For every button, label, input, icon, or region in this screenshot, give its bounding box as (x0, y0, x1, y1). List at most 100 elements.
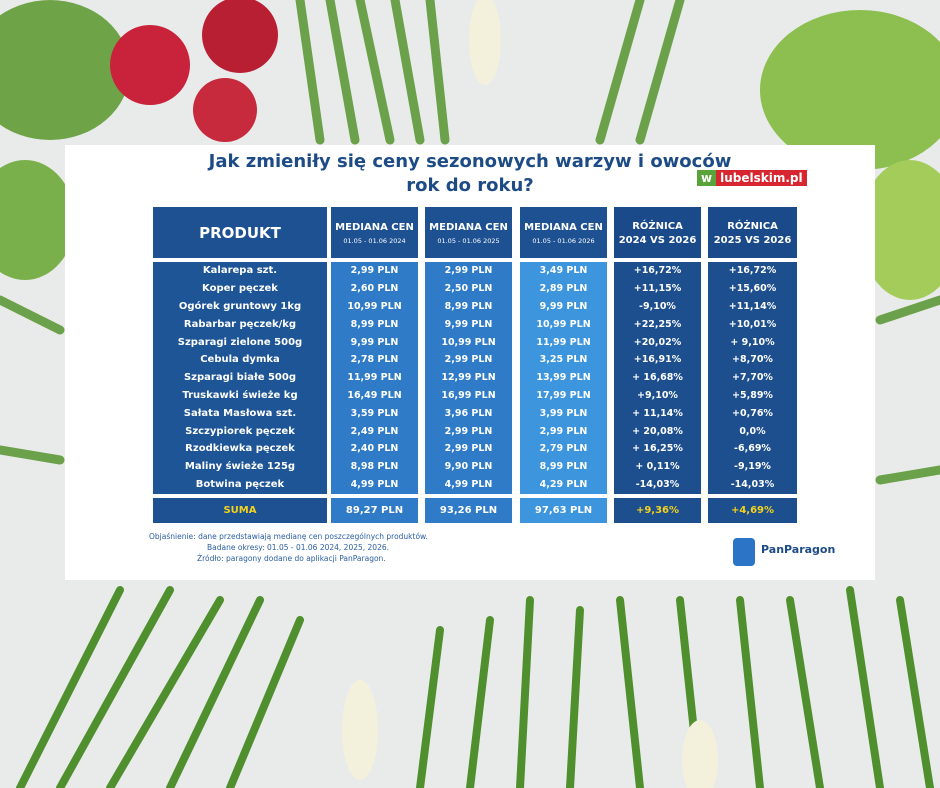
header-bg (331, 207, 418, 258)
column-header: MEDIANA CEN (524, 221, 603, 233)
product-name: Ogórek gruntowy 1kg (178, 300, 302, 312)
logo-name: lubelskim.pl (716, 170, 807, 186)
table-cell: 2,99 PLN (444, 425, 493, 437)
table-cell: 17,99 PLN (536, 389, 591, 401)
table-cell: + 16,25% (632, 443, 683, 455)
table-cell: 3,25 PLN (539, 354, 588, 366)
table-cell: + 11,14% (632, 407, 683, 419)
table-cell: +11,15% (633, 283, 682, 295)
column-header: PRODUKT (199, 223, 281, 242)
column-header: MEDIANA CEN (429, 221, 508, 233)
total-bg (331, 498, 418, 523)
table-cell: 2,99 PLN (444, 265, 493, 277)
product-name: Szparagi zielone 500g (177, 336, 303, 348)
column-subheader: 2025 VS 2026 (713, 234, 792, 246)
table-cell: 8,99 PLN (444, 300, 493, 312)
table-cell: 2,49 PLN (350, 425, 399, 437)
table-cell: +20,02% (633, 336, 682, 348)
table-cell: 4,99 PLN (444, 478, 493, 490)
column-header: RÓŻNICA (632, 220, 683, 232)
total-bg (708, 498, 797, 523)
product-name: Cebula dymka (200, 354, 280, 366)
product-name: Rzodkiewka pęczek (185, 443, 295, 455)
table-cell: +7,70% (732, 372, 773, 384)
table-cell: 8,99 PLN (539, 461, 588, 473)
table-cell: 8,99 PLN (350, 318, 399, 330)
table-cell: 2,89 PLN (539, 283, 588, 295)
table-cell: 3,99 PLN (539, 407, 588, 419)
table-cell: 10,99 PLN (347, 300, 402, 312)
table-cell: 16,99 PLN (441, 389, 496, 401)
footnote: Źródło: paragony dodane do aplikacji Pan… (197, 554, 386, 563)
table-cell: 9,90 PLN (444, 461, 493, 473)
column-subheader: 01.05 - 01.06 2024 (343, 237, 406, 245)
product-name: Koper pęczek (202, 283, 278, 295)
brand-name: PanParagon (761, 543, 836, 556)
logo-prefix: w (697, 170, 717, 186)
table-cell: +16,91% (633, 354, 682, 366)
table-cell: 2,99 PLN (444, 354, 493, 366)
table-cell: + 16,68% (632, 372, 683, 384)
footnote: Objaśnienie: dane przedstawiają medianę … (149, 532, 428, 541)
header-bg (520, 207, 607, 258)
table-cell: +8,70% (732, 354, 773, 366)
table-cell: 9,99 PLN (444, 318, 493, 330)
table-cell: 2,40 PLN (350, 443, 399, 455)
total-bg (425, 498, 512, 523)
total-cell: 97,63 PLN (534, 505, 593, 516)
product-name: Rabarbar pęczek/kg (183, 318, 297, 330)
table-cell: +16,72% (633, 265, 682, 277)
title: Jak zmieniły się ceny sezonowych warzyw … (208, 151, 732, 172)
header-bg (425, 207, 512, 258)
column-bg (331, 262, 418, 494)
column-header: MEDIANA CEN (335, 221, 414, 233)
column-bg (614, 262, 701, 494)
table-cell: +10,01% (728, 318, 777, 330)
total-cell: SUMA (223, 505, 257, 516)
table-cell: -14,03% (730, 478, 775, 490)
table-cell: 10,99 PLN (441, 336, 496, 348)
column-subheader: 01.05 - 01.06 2026 (532, 237, 595, 245)
table-cell: 3,96 PLN (444, 407, 493, 419)
table-cell: 9,99 PLN (350, 336, 399, 348)
table-cell: 12,99 PLN (441, 372, 496, 384)
table-cell: 2,99 PLN (539, 425, 588, 437)
table-cell: 13,99 PLN (536, 372, 591, 384)
total-cell: 89,27 PLN (345, 505, 404, 516)
header-bg (614, 207, 701, 258)
footnote: Badane okresy: 01.05 - 01.06 2024, 2025,… (207, 543, 390, 552)
table-cell: + 9,10% (730, 336, 775, 348)
table-cell: +11,14% (728, 300, 777, 312)
table-cell: 11,99 PLN (347, 372, 402, 384)
product-name: Sałata Masłowa szt. (183, 407, 297, 419)
table-cell: 4,29 PLN (539, 478, 588, 490)
table-cell: 3,49 PLN (539, 265, 588, 277)
header-bg (153, 207, 327, 258)
table-cell: +16,72% (728, 265, 777, 277)
table-cell: 4,99 PLN (350, 478, 399, 490)
table-cell: 3,59 PLN (350, 407, 399, 419)
column-bg (425, 262, 512, 494)
table-cell: +0,76% (732, 407, 773, 419)
logo: w lubelskim.pl (697, 170, 807, 186)
table-cell: -9,19% (734, 461, 771, 473)
table-cell: -14,03% (635, 478, 680, 490)
table-cell: -9,10% (639, 300, 676, 312)
table-cell: 2,79 PLN (539, 443, 588, 455)
product-name: Maliny świeże 125g (184, 461, 296, 473)
table-cell: 2,78 PLN (350, 354, 399, 366)
header-bg (708, 207, 797, 258)
table-cell: 2,60 PLN (350, 283, 399, 295)
table-cell: +22,25% (633, 318, 682, 330)
column-bg (153, 262, 327, 494)
table-cell: 0,0% (739, 425, 766, 437)
product-name: Kalarepa szt. (202, 265, 278, 277)
total-bg (520, 498, 607, 523)
column-bg (520, 262, 607, 494)
table-cell: 9,99 PLN (539, 300, 588, 312)
table-cell: + 20,08% (632, 425, 683, 437)
product-name: Szparagi białe 500g (183, 372, 297, 384)
table-cell: 16,49 PLN (347, 389, 402, 401)
table-cell: 2,99 PLN (350, 265, 399, 277)
